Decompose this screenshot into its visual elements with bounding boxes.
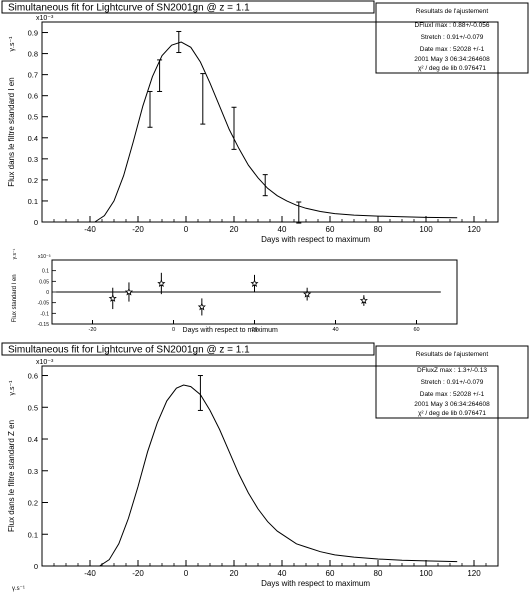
title-box-3	[1, 342, 375, 356]
main-z-xtick-label-8: 120	[467, 569, 481, 578]
resid-ytick-label-3: 0	[46, 290, 49, 296]
stats-box-3-lines: Resultats de l'ajustement DFluxZ max : 1…	[414, 351, 490, 417]
resid-point-2	[157, 279, 166, 287]
main-i-ylabel: Flux dans le filtre standard I en	[7, 77, 16, 186]
main-z-ytick-label-2: 0.2	[28, 499, 38, 508]
resid-ytick-label-1: -0.1	[40, 311, 49, 317]
main-i-xtick-label-6: 80	[374, 225, 383, 234]
main-z-ytick-label-4: 0.4	[28, 435, 38, 444]
main-i-exponent: x10⁻³	[36, 15, 54, 22]
main-i-ytick-label-6: 0.6	[28, 92, 38, 101]
footer-unit-label: γ.s⁻¹	[12, 586, 25, 592]
main-z-xtick-label-5: 60	[326, 569, 335, 578]
main-z-ytick-label-5: 0.5	[28, 403, 38, 412]
main-z-xtick-label-3: 20	[230, 569, 239, 578]
main-i-xtick-label-8: 120	[467, 225, 481, 234]
main-i-ytick-label-7: 0.7	[28, 71, 38, 80]
main-z-exponent: x10⁻³	[36, 359, 54, 366]
main-z-xtick-label-4: 40	[278, 569, 287, 578]
main-i-xtick-label-1: -20	[132, 225, 144, 234]
main-i-xlabel: Days with respect to maximum	[261, 235, 370, 244]
resid-xlabel: Days with respect to maximum	[183, 327, 278, 334]
main-i-ylabel-unit: γ.s⁻¹	[9, 36, 16, 52]
main-i-ytick-label-0: 0	[34, 218, 38, 227]
title-box-1	[1, 0, 375, 14]
main-z-ylabel: Flux dans le filtre standard Z en	[7, 420, 16, 532]
resid-point-1	[124, 287, 134, 296]
resid-ytick-label-0: -0.15	[38, 322, 50, 328]
stats-box-3	[375, 345, 529, 419]
resid-xtick-label-1: 0	[172, 327, 175, 333]
stats-1-line-4: χ² / deg de lib 0.976471	[418, 65, 486, 72]
title-3: Simultaneous fit for Lightcurve of SN200…	[8, 345, 250, 356]
main-z-ytick-label-0: 0	[34, 562, 38, 571]
resid-xtick-label-2: 20	[251, 327, 257, 333]
main-i-xtick-label-5: 60	[326, 225, 335, 234]
stats-1-line-2: Date max : 52028 +/-1	[420, 46, 485, 53]
main-z-ytick-label-3: 0.3	[28, 467, 38, 476]
main-i-xtick-label-4: 40	[278, 225, 287, 234]
chart-marks: -40 -20 0 20 40 60 80 100 120 0 0.1 0.2 0.3 0.4 0.5 0.6…	[7, 15, 499, 588]
stats-1-line-1: Stretch : 0.91+/-0.079	[421, 34, 484, 41]
stats-3-line-2: Date max : 52028 +/-1	[420, 391, 485, 398]
stats-box-1	[375, 2, 529, 74]
main-i-ytick-label-1: 0.1	[28, 197, 38, 206]
stats-3-line-0: DFluxZ max : 1.3+/-0.13	[417, 367, 487, 374]
main-i-ytick-label-5: 0.5	[28, 113, 38, 122]
resid-point-3	[197, 302, 206, 311]
main-i-xtick-label-3: 20	[230, 225, 239, 234]
main-z-model-curve	[99, 384, 458, 567]
main-z-xtick-label-2: 0	[184, 569, 189, 578]
main-i-ytick-label-8: 0.8	[28, 50, 38, 59]
stats-1-line-3: 2001 May 3 06:34:264608	[414, 56, 490, 63]
stats-1-title: Resultats de l'ajustement	[416, 8, 489, 15]
resid-point-6	[359, 296, 368, 304]
main-z-ylabel-unit: γ.s⁻¹	[9, 380, 16, 396]
title-1: Simultaneous fit for Lightcurve of SN200…	[8, 3, 250, 14]
resid-point-0	[108, 294, 117, 302]
stats-3-title: Resultats de l'ajustement	[416, 351, 489, 358]
main-i-xtick-label-7: 100	[419, 225, 433, 234]
main-z-xtick-label-7: 100	[419, 569, 433, 578]
resid-exponent: x10⁻³	[38, 254, 51, 260]
main-z-xlabel: Days with respect to maximum	[261, 579, 370, 588]
main-z-xtick-label-6: 80	[374, 569, 383, 578]
main-z-ytick-label-6: 0.6	[28, 372, 38, 381]
resid-xtick-label-4: 60	[413, 327, 419, 333]
stats-3-line-4: χ² / deg de lib 0.976471	[418, 410, 486, 417]
resid-ytick-label-5: 0.1	[42, 269, 49, 275]
main-z-xtick-label-0: -40	[84, 569, 96, 578]
resid-ytick-label-2: -0.05	[38, 301, 50, 307]
main-z-xtick-label-1: -20	[132, 569, 144, 578]
stats-box-1-lines: Resultats de l'ajustement DFluxI max : 0…	[414, 8, 490, 72]
main-i-xtick-label-0: -40	[84, 225, 96, 234]
resid-ylabel: Flux standard I en	[12, 274, 18, 322]
resid-ylabel-unit: γ.s⁻¹	[12, 248, 18, 259]
main-i-ytick-label-4: 0.4	[28, 134, 38, 143]
resid-point-5	[303, 289, 312, 298]
stats-3-line-3: 2001 May 3 06:34:264608	[414, 401, 490, 408]
stats-1-line-0: DFluxI max : 0.88+/-0.056	[415, 22, 490, 29]
main-i-xtick-label-2: 0	[184, 225, 189, 234]
main-i-ytick-label-2: 0.2	[28, 176, 38, 185]
resid-xtick-label-0: -20	[89, 327, 97, 333]
main-z-ytick-label-1: 0.1	[28, 530, 38, 539]
stats-3-line-1: Stretch : 0.91+/-0.079	[421, 379, 484, 386]
main-i-ytick-label-9: 0.9	[28, 29, 38, 38]
resid-point-4	[250, 279, 259, 287]
resid-xtick-label-3: 40	[332, 327, 338, 333]
resid-ytick-label-4: 0.05	[39, 279, 49, 285]
main-i-ytick-label-3: 0.3	[28, 155, 38, 164]
